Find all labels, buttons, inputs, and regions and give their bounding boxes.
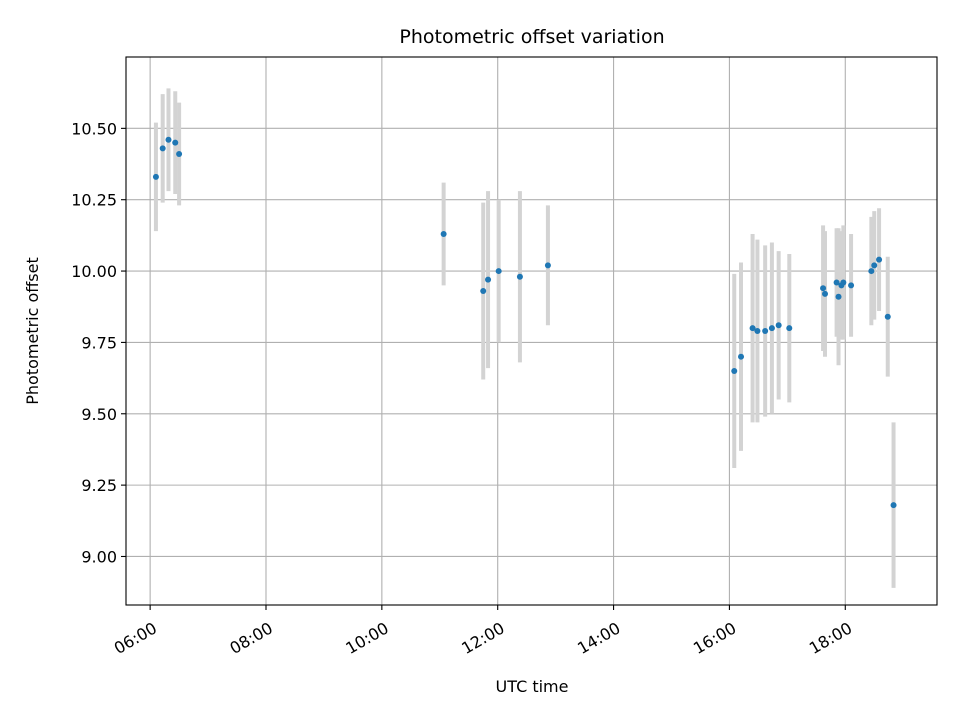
y-tick-label: 10.00: [71, 262, 117, 281]
data-point: [876, 256, 883, 263]
data-point: [485, 276, 492, 283]
grid-lines: [126, 57, 937, 605]
y-tick-label: 9.00: [81, 547, 117, 566]
data-point: [495, 268, 502, 275]
data-points: [152, 136, 897, 509]
y-tick-label: 9.50: [81, 405, 117, 424]
data-point: [762, 328, 769, 334]
data-point: [165, 136, 172, 143]
data-point: [768, 325, 775, 332]
y-axis-ticks: 9.00 9.25 9.50 9.75 10.00 10.25 10.50: [71, 119, 126, 566]
data-point: [480, 288, 487, 295]
data-point: [835, 293, 842, 300]
data-point: [786, 325, 793, 332]
y-tick-label: 10.25: [71, 191, 117, 210]
data-point: [544, 262, 551, 269]
data-point: [871, 262, 878, 269]
data-point: [516, 273, 523, 280]
data-point: [884, 313, 891, 320]
data-point: [749, 325, 756, 332]
data-point: [848, 282, 855, 289]
data-point: [172, 139, 179, 146]
plot-frame: [125, 56, 938, 606]
y-tick-label: 10.50: [71, 119, 117, 138]
y-axis-label: Photometric offset: [23, 257, 42, 405]
data-point: [176, 151, 183, 158]
chart-title: Photometric offset variation: [399, 26, 664, 48]
data-point: [754, 328, 761, 334]
y-tick-label: 9.75: [81, 333, 117, 352]
data-point: [159, 145, 166, 152]
data-point: [833, 279, 840, 286]
data-point: [440, 230, 447, 237]
data-point: [738, 353, 745, 360]
data-point: [840, 279, 847, 286]
data-point: [731, 367, 738, 374]
data-point: [890, 502, 897, 509]
data-point: [822, 290, 829, 297]
data-point: [775, 322, 782, 329]
data-point: [820, 285, 827, 292]
x-axis-label: UTC time: [496, 677, 569, 696]
data-point: [152, 173, 159, 180]
y-tick-label: 9.25: [81, 476, 117, 495]
data-point: [868, 268, 875, 275]
